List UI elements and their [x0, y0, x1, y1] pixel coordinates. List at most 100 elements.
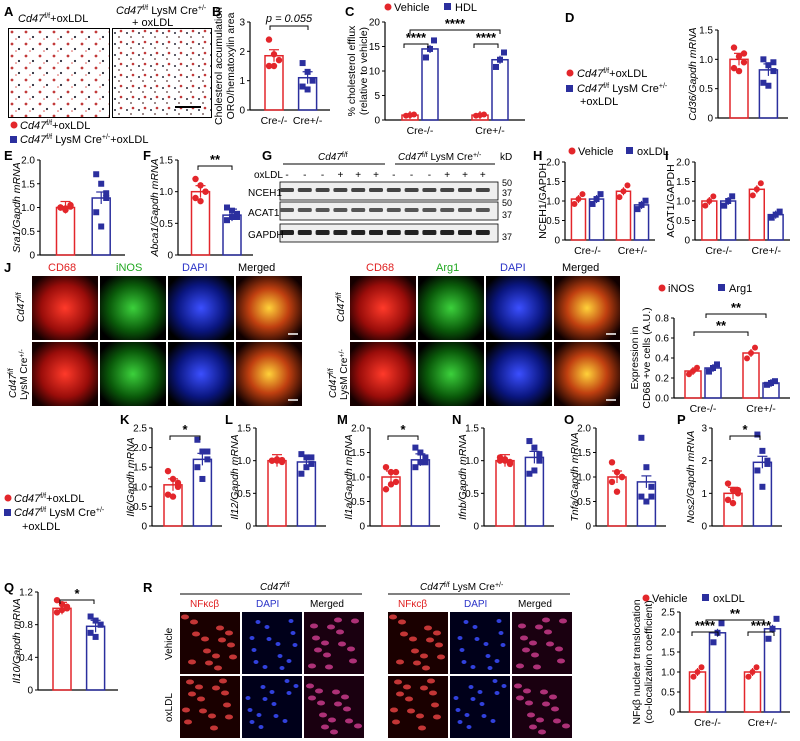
legend-k-2-label: Cd47	[14, 507, 41, 519]
chart-E-ylabel-0: Sra1/Gapdh mRNA	[11, 162, 23, 252]
chart-E-pt-0-5	[67, 203, 74, 210]
r-cell-right-c0-r0-8	[435, 642, 443, 648]
chart-Q-bar-0	[52, 607, 72, 691]
chart-N-bar-0	[495, 459, 515, 527]
chart-J-pt-1-0-2	[752, 344, 758, 351]
r-col-merged-left: Merged	[310, 599, 344, 610]
legend-k-2-line2: +oxLDL	[22, 521, 60, 533]
r-cell-left-c1-r0-2	[279, 666, 285, 670]
legend-r-oxldl: oxLDL	[713, 593, 745, 605]
chart-M-ytick-label-1: 0.5	[351, 497, 365, 508]
chart-H-xlabel-1: Cre+/-	[618, 245, 648, 257]
r-cell-right-c0-r1-8	[392, 719, 400, 725]
j-row1-label-left: Cd47	[16, 298, 27, 322]
r-cell-right-c1-r1-11	[477, 690, 483, 694]
blot-lane-0: -	[285, 170, 288, 181]
panel-letter-b: B	[212, 4, 222, 19]
chart-H-ytick-label-1: 0.5	[546, 216, 560, 227]
chart-L-pt-1-2	[308, 460, 315, 467]
chart-F-ytick-label-1: 0.5	[159, 219, 173, 230]
svg-text:Cd47f/f LysM Cre+/-: Cd47f/f LysM Cre+/-	[420, 582, 504, 593]
r-cell-right-c1-r1-9	[453, 696, 459, 700]
r-cell-right-c2-r1-10	[562, 723, 570, 729]
chart-Q-pt-1-1	[92, 617, 99, 624]
j-col-arg1: Arg1	[436, 262, 459, 274]
r-cell-right-c0-r1-11	[403, 684, 411, 690]
chart-Q-ylabel-0: Il10/Gapdh mRNA	[11, 598, 23, 683]
r-cell-right-c0-r0-6	[411, 648, 419, 654]
chart-M-pt-1-3	[412, 464, 419, 471]
chart-R-pt-0-0-1	[694, 669, 701, 675]
j-tile-right-dapi-r0	[486, 276, 552, 340]
r-cell-right-c2-r1-3	[553, 718, 561, 724]
r-cell-right-c2-r0-2	[559, 618, 567, 624]
r-cell-left-c0-r1-6	[210, 725, 218, 731]
r-cell-left-c0-r1-12	[182, 707, 190, 713]
chart-C-pt-0-1-0	[423, 54, 429, 61]
r-cell-left-c0-r0-11	[188, 659, 196, 665]
panel-letter-r: R	[143, 580, 153, 595]
legend-j-arg1-square	[718, 284, 725, 291]
chart-E-ytick-label-0: 0	[29, 251, 35, 262]
chart-P-pt-0-5	[734, 486, 742, 494]
r-cell-left-c0-r1-0	[188, 691, 196, 697]
chart-B-ylabel-0: Cholesterol accumulation	[213, 7, 225, 125]
chart-H-ytick-label-2: 1.0	[546, 197, 560, 208]
chart-N-ytick-label-2: 1.0	[465, 456, 479, 467]
r-cell-left-c2-r1-7	[343, 706, 351, 712]
legend-r-oxldl-square	[702, 594, 709, 601]
j-tile-right-merged-r0	[554, 276, 620, 340]
r-col-nfkb-left: NFκcβ	[190, 599, 219, 610]
chart-M-ylabel-0: Il1a/Gapdh mRNA	[343, 434, 355, 519]
chart-K-bar-0	[163, 484, 183, 527]
j-tile-left-dapi-r0	[168, 276, 234, 340]
chart-K-ytick-label-3: 1.5	[133, 463, 147, 474]
j-col-merged-right: Merged	[562, 262, 599, 274]
chart-H-pt-1-1-1	[638, 201, 645, 208]
j-tile-right-merged-r1	[554, 342, 620, 406]
chart-H-xlabel-0: Cre-/-	[574, 245, 601, 257]
chart-N-pt-0-3	[496, 457, 504, 464]
r-cell-right-c0-r0-12	[433, 630, 441, 636]
chart-Q-pt-0-4	[58, 606, 66, 614]
svg-text:Cd47f/f+oxLDL: Cd47f/f+oxLDL	[20, 120, 90, 132]
svg-text:LysM Cre+/-: LysM Cre+/-	[339, 349, 350, 400]
chart-B-pt-1-2	[309, 77, 316, 84]
r-cell-right-c2-r1-13	[523, 688, 531, 694]
chart-I-ytick-label-3: 1.5	[676, 177, 690, 188]
band-gapdh-6	[386, 230, 401, 235]
chart-k: 0 0.5 1.0 1.5 2.0 2.5 Il6/Gapdh mRNA	[125, 424, 222, 533]
band-acat1-9	[440, 208, 455, 212]
chart-B-ylabel-1: ORO/hematoxylin area	[225, 12, 237, 119]
chart-K-pt-1-4	[199, 475, 206, 482]
chart-O-ytick-label-0: 0	[585, 522, 591, 533]
panel-letter-h: H	[533, 148, 543, 163]
band-gapdh-5	[369, 230, 383, 235]
chart-N-ytick-label-0: 0	[473, 522, 479, 533]
r-cell-right-c2-r0-9	[518, 623, 526, 629]
r-cell-left-c0-r1-8	[184, 719, 192, 725]
chart-P-pt-1-1	[759, 447, 766, 454]
chart-H-pt-1-0-0	[616, 194, 623, 201]
chart-P-ytick-label-3: 3	[701, 424, 707, 435]
j-row2-line2-right: LysM Cre	[339, 357, 350, 400]
panel-letter-n: N	[452, 412, 462, 427]
legend-h-vehicle: Vehicle	[578, 146, 613, 158]
chart-R-pt-0-1-2	[718, 620, 725, 627]
blot-bands	[280, 188, 490, 235]
band-nceh1-8	[422, 188, 437, 192]
r-cell-left-c2-r1-0	[334, 701, 342, 707]
r-cell-left-c2-r1-6	[306, 683, 314, 689]
j-row2-sup-right: f/f	[328, 368, 335, 374]
chart-K-pt-0-4	[169, 493, 177, 500]
chart-O-pt-0-3	[608, 478, 616, 486]
chart-H-ytick-label-3: 1.5	[546, 177, 560, 188]
chart-O-pt-1-5	[648, 493, 655, 500]
chart-H-ytick-label-4: 2.0	[546, 158, 560, 169]
r-cell-left-c0-r1-1	[225, 714, 233, 720]
legend-a-blue-square	[10, 136, 17, 143]
blot-header-right-sup: f/f	[422, 152, 428, 159]
chart-C-ytick-label-0: 0	[374, 116, 380, 127]
